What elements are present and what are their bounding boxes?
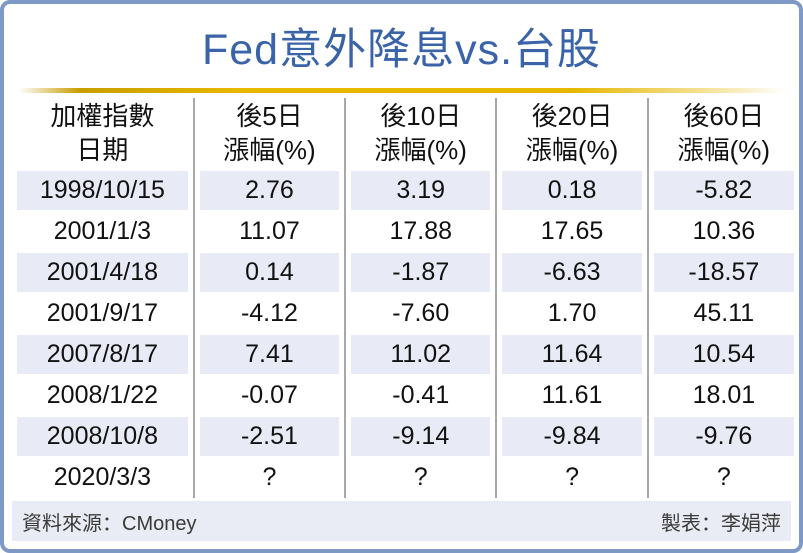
value-cell: 3.19 (345, 170, 498, 211)
date-cell: 2008/10/8 (12, 416, 195, 457)
credit-label: 製表：李娟萍 (661, 512, 781, 535)
value-cell: -4.12 (193, 293, 347, 334)
table-row: 2001/1/3 11.07 17.88 17.65 10.36 (12, 211, 799, 252)
header-row: 加權指數 日期 後5日 漲幅(%) 後10日 漲幅(%) 後20日 漲幅(%) … (12, 98, 799, 170)
date-cell: 2001/1/3 (12, 211, 195, 252)
header-line: 後10日 (380, 101, 462, 132)
value-cell: 7.41 (193, 334, 347, 375)
footer-bar: 資料來源：CMoney 製表：李娟萍 (12, 501, 791, 541)
header-line: 後20日 (531, 101, 613, 132)
header-line: 日期 (76, 135, 129, 165)
data-table: 加權指數 日期 後5日 漲幅(%) 後10日 漲幅(%) 後20日 漲幅(%) … (12, 98, 799, 498)
table-row: 1998/10/15 2.76 3.19 0.18 -5.82 (12, 170, 799, 211)
source-label: 資料來源：CMoney (22, 512, 197, 535)
header-cell-5d: 後5日 漲幅(%) (193, 98, 347, 170)
value-cell: -5.82 (648, 170, 799, 211)
header-line: 漲幅(%) (677, 135, 771, 165)
value-cell: ? (716, 463, 731, 491)
date-cell: 1998/10/15 (12, 170, 195, 211)
header-line: 漲幅(%) (223, 135, 316, 165)
header-line: 漲幅(%) (525, 135, 619, 165)
value-cell: -0.07 (193, 375, 347, 416)
value-cell: -9.84 (496, 416, 649, 457)
value-cell: 2.76 (193, 170, 347, 211)
header-line: 後5日 (236, 101, 303, 132)
table-row: 2008/10/8 -2.51 -9.14 -9.84 -9.76 (12, 416, 799, 457)
table-row: 2008/1/22 -0.07 -0.41 11.61 18.01 (12, 375, 799, 416)
date-cell: 2001/9/17 (12, 293, 195, 334)
value-cell: -2.51 (193, 416, 347, 457)
table-row: 2020/3/3 ? ? ? ? (12, 457, 799, 498)
value-cell: -1.87 (345, 252, 498, 293)
value-cell: ? (193, 457, 347, 498)
header-line: 後60日 (683, 101, 765, 132)
value-cell: 11.64 (496, 334, 649, 375)
header-line: 漲幅(%) (374, 135, 467, 165)
value-cell: 45.11 (693, 299, 755, 327)
value-cell: 11.07 (193, 211, 347, 252)
value-cell: 11.61 (496, 375, 649, 416)
date-cell: 2007/8/17 (12, 334, 195, 375)
value-cell: -9.14 (345, 416, 498, 457)
header-cell-date: 加權指數 日期 (12, 98, 195, 170)
value-cell: -7.60 (345, 293, 498, 334)
header-cell-10d: 後10日 漲幅(%) (345, 98, 498, 170)
value-cell: -18.57 (648, 252, 799, 293)
value-cell: 11.02 (345, 334, 498, 375)
page-title: Fed意外降息vs.台股 (201, 26, 602, 74)
header-line: 加權指數 (50, 101, 155, 132)
value-cell: 10.36 (692, 217, 756, 245)
value-cell: -6.63 (496, 252, 649, 293)
value-cell: ? (345, 457, 498, 498)
date-cell: 2020/3/3 (12, 457, 195, 498)
value-cell: 17.88 (345, 211, 498, 252)
table-row: 2001/9/17 -4.12 -7.60 1.70 45.11 (12, 293, 799, 334)
value-cell: -9.76 (648, 416, 799, 457)
header-cell-60d: 後60日 漲幅(%) (647, 98, 799, 170)
value-cell: 10.54 (648, 334, 799, 375)
date-cell: 2001/4/18 (12, 252, 195, 293)
table-row: 2001/4/18 0.14 -1.87 -6.63 -18.57 (12, 252, 799, 293)
value-cell: 17.65 (496, 211, 649, 252)
date-cell: 2008/1/22 (12, 375, 195, 416)
value-cell: 1.70 (496, 293, 649, 334)
value-cell: ? (496, 457, 649, 498)
value-cell: 18.01 (692, 381, 756, 409)
value-cell: 0.18 (496, 170, 649, 211)
value-cell: 0.14 (193, 252, 347, 293)
value-cell: -0.41 (345, 375, 498, 416)
gold-divider (18, 88, 785, 93)
table-row: 2007/8/17 7.41 11.02 11.64 10.54 (12, 334, 799, 375)
header-cell-20d: 後20日 漲幅(%) (496, 98, 649, 170)
